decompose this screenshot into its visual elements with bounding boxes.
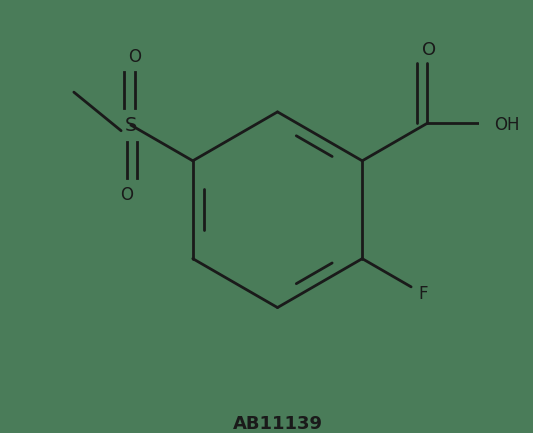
Text: O: O [128, 48, 141, 66]
Text: O: O [120, 186, 134, 204]
Text: O: O [422, 41, 437, 59]
Text: OH: OH [495, 116, 520, 134]
Text: S: S [125, 116, 137, 135]
Text: AB11139: AB11139 [232, 415, 322, 433]
Text: F: F [418, 285, 428, 304]
